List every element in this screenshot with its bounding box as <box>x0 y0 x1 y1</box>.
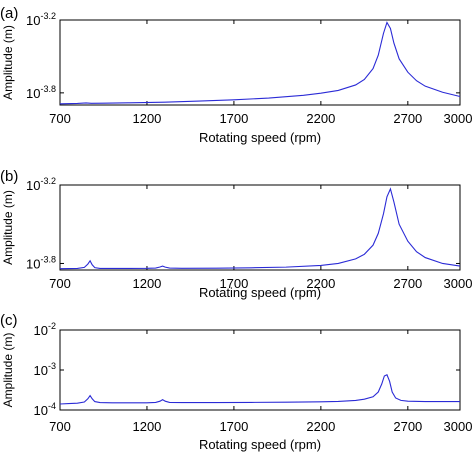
x-axis-label: Rotating speed (rpm) <box>199 437 321 452</box>
x-tick-label: 1700 <box>219 111 248 126</box>
plot-frame <box>59 329 461 411</box>
panel-label: (c) <box>0 312 18 329</box>
plot-frame <box>59 184 461 271</box>
y-tick-label: 10-3.2 <box>26 176 56 193</box>
x-tick-label: 700 <box>49 111 71 126</box>
x-tick-label: 3000 <box>444 111 473 126</box>
x-tick-label: 700 <box>49 276 71 291</box>
x-axis-label: Rotating speed (rpm) <box>199 130 321 145</box>
chart-panel-1: (a) 700 1200 1700 2200 2700 3000 10-3.2 10-3.8 Am… <box>0 5 472 145</box>
panel-label: (b) <box>0 168 18 185</box>
x-tick-label: 2700 <box>393 419 422 434</box>
x-tick-label: 1200 <box>132 419 161 434</box>
panel-label: (a) <box>0 5 18 22</box>
x-tick-label: 3000 <box>444 276 473 291</box>
y-axis-label: Amplitude (m) <box>1 190 15 265</box>
x-tick-label: 1700 <box>219 419 248 434</box>
chart-panel-3: (c) 700 1200 1700 2200 2700 3000 10-2 10-3 10-4 Am… <box>0 312 472 452</box>
y-tick-label: 10-2 <box>34 321 56 338</box>
y-tick-label: 10-4 <box>34 401 56 418</box>
y-axis-label: Amplitude (m) <box>1 25 15 100</box>
x-tick-label: 2700 <box>393 111 422 126</box>
x-tick-label: 2200 <box>306 276 335 291</box>
plot-frame <box>59 19 461 106</box>
y-tick-label: 10-3.2 <box>26 11 56 28</box>
x-tick-label: 1200 <box>132 276 161 291</box>
chart-panel-2: (b) 700 1200 1700 2200 2700 3000 10-3.2 10-3.8 Am… <box>0 168 472 300</box>
y-tick-label: 10-3 <box>34 361 56 378</box>
x-tick-label: 3000 <box>444 419 473 434</box>
y-tick-label: 10-3.8 <box>26 254 56 271</box>
x-tick-label: 2700 <box>393 276 422 291</box>
series-line-1 <box>59 21 461 105</box>
series-line-1 <box>59 374 460 405</box>
x-tick-label: 1200 <box>132 111 161 126</box>
y-axis-label: Amplitude (m) <box>1 333 15 408</box>
x-tick-label: 1700 <box>219 276 248 291</box>
x-tick-label: 700 <box>49 419 71 434</box>
x-tick-label: 2200 <box>306 419 335 434</box>
y-tick-label: 10-3.8 <box>26 84 56 101</box>
x-tick-label: 2200 <box>306 111 335 126</box>
series-line-1 <box>59 187 461 270</box>
x-axis-label: Rotating speed (rpm) <box>199 285 321 300</box>
